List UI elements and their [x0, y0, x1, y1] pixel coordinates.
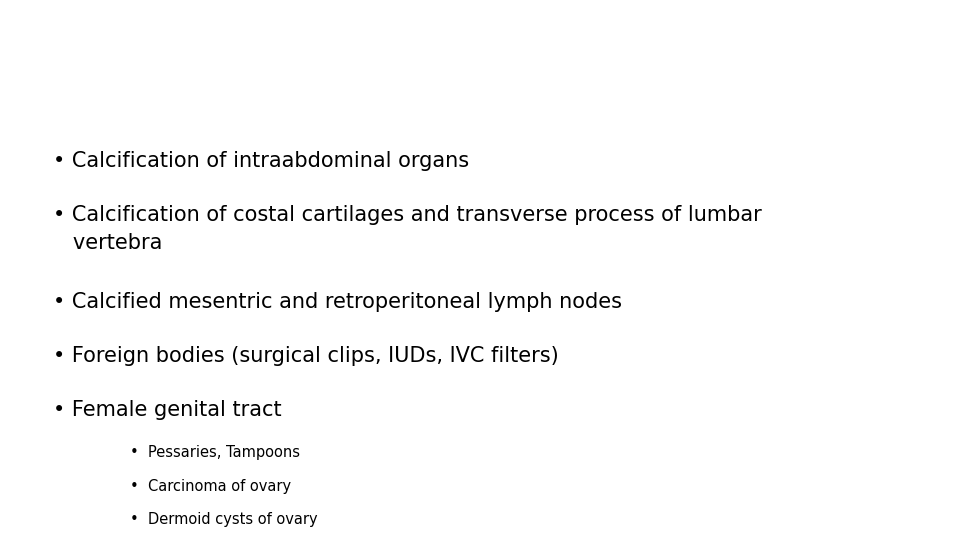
- Text: • Calcification of intraabdominal organs: • Calcification of intraabdominal organs: [53, 151, 468, 171]
- Text: •  Pessaries, Tampoons: • Pessaries, Tampoons: [130, 446, 300, 461]
- Text: • Calcified mesentric and retroperitoneal lymph nodes: • Calcified mesentric and retroperitonea…: [53, 292, 622, 312]
- Text: • Foreign bodies (surgical clips, IUDs, IVC filters): • Foreign bodies (surgical clips, IUDs, …: [53, 346, 559, 366]
- Text: •  Dermoid cysts of ovary: • Dermoid cysts of ovary: [130, 512, 317, 528]
- Text: •  Carcinoma of ovary: • Carcinoma of ovary: [130, 479, 291, 494]
- Text: • Calcification of costal cartilages and transverse process of lumbar
   vertebr: • Calcification of costal cartilages and…: [53, 205, 761, 253]
- Text: • Female genital tract: • Female genital tract: [53, 400, 281, 420]
